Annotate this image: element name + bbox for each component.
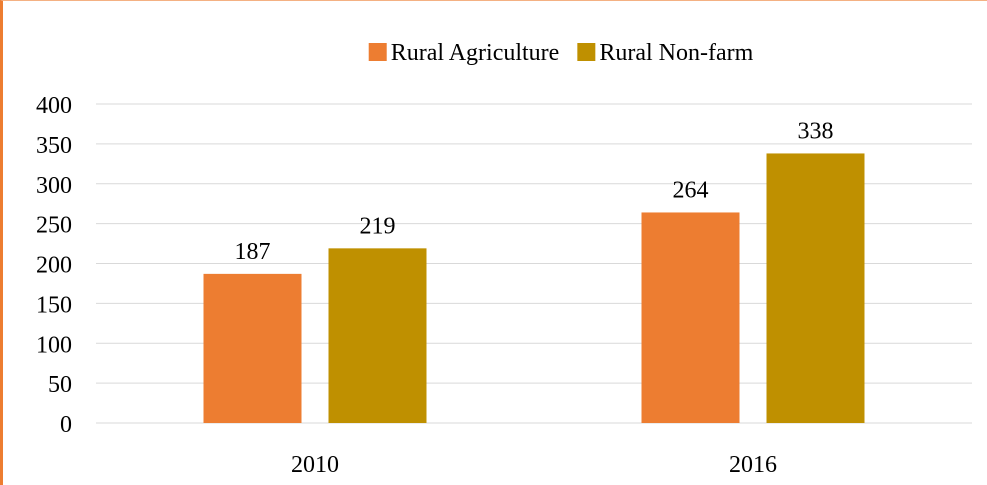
- y-tick-label: 250: [36, 213, 72, 239]
- bar-rural-agriculture-2016: [641, 212, 740, 423]
- y-tick-label: 200: [36, 253, 72, 279]
- bars: [203, 153, 865, 423]
- data-label: 264: [673, 177, 709, 203]
- y-tick-label: 0: [60, 412, 72, 438]
- bar-rural-non-farm-2016: [766, 153, 865, 423]
- legend-swatch-rural-non-farm: [577, 43, 596, 61]
- legend-swatch-rural-agriculture: [368, 43, 387, 61]
- y-tick-label: 300: [36, 173, 72, 199]
- data-labels: 187 219 264 338: [235, 118, 834, 264]
- data-label: 187: [235, 239, 271, 265]
- bar-rural-agriculture-2010: [203, 273, 302, 423]
- y-tick-label: 150: [36, 292, 72, 318]
- data-label: 219: [360, 213, 396, 239]
- legend-label-rural-agriculture: Rural Agriculture: [391, 40, 560, 66]
- y-axis-tick-labels: 0 50 100 150 200 250 300 350 400: [36, 93, 72, 438]
- y-tick-label: 350: [36, 133, 72, 159]
- y-tick-label: 400: [36, 93, 72, 119]
- bar-rural-non-farm-2010: [328, 248, 427, 423]
- legend-label-rural-non-farm: Rural Non-farm: [599, 40, 753, 66]
- x-tick-label: 2010: [291, 452, 339, 478]
- y-tick-label: 100: [36, 332, 72, 358]
- x-tick-label: 2016: [729, 452, 777, 478]
- x-axis-tick-labels: 2010 2016: [291, 452, 777, 478]
- y-tick-label: 50: [48, 372, 72, 398]
- data-label: 338: [798, 118, 834, 144]
- legend: Rural Agriculture Rural Non-farm: [368, 40, 754, 66]
